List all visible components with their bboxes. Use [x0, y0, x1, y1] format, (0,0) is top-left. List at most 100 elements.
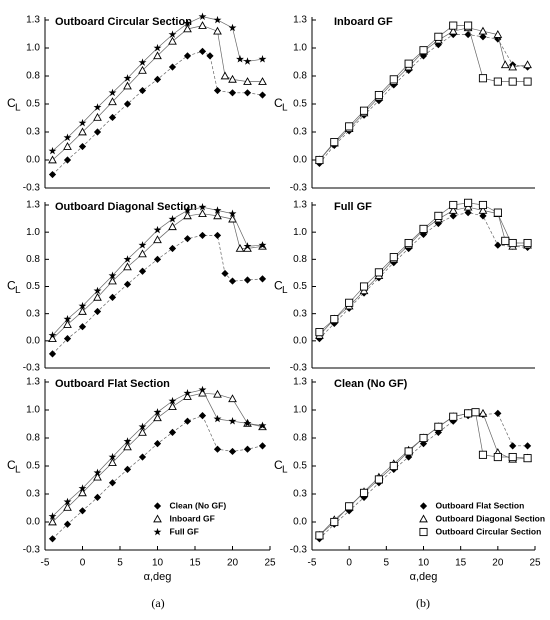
marker-triangle	[213, 26, 222, 35]
marker-square	[389, 253, 398, 262]
marker-diamond	[153, 502, 162, 510]
marker-star	[213, 15, 222, 24]
marker-star	[138, 58, 147, 66]
marker-diamond	[93, 493, 102, 501]
marker-star	[228, 209, 237, 218]
marker-star	[183, 206, 192, 214]
marker-diamond	[434, 219, 442, 228]
y-tick-label: 0.8	[26, 433, 40, 444]
marker-triangle	[220, 71, 230, 80]
marker-diamond	[375, 97, 383, 105]
y-tick-label: 1.3	[293, 15, 307, 26]
marker-triangle	[500, 60, 510, 69]
y-axis-label-sub: L	[15, 103, 21, 114]
marker-diamond	[138, 453, 147, 461]
y-axis-label-sub: L	[282, 465, 288, 476]
y-tick-label: 0.5	[26, 99, 40, 110]
series-line	[52, 235, 263, 355]
marker-triangle	[78, 127, 87, 136]
marker-star	[93, 103, 102, 111]
marker-triangle	[243, 77, 252, 85]
y-tick-label: 0.0	[26, 335, 40, 346]
marker-square	[434, 422, 443, 431]
marker-diamond	[183, 235, 192, 243]
marker-star	[258, 55, 267, 63]
marker-triangle	[93, 112, 102, 121]
marker-star	[63, 314, 72, 323]
marker-star	[93, 286, 102, 295]
marker-square	[345, 298, 354, 307]
marker-star	[243, 57, 252, 65]
y-tick-label: 0.0	[293, 517, 307, 528]
marker-diamond	[63, 156, 72, 164]
series-line	[319, 25, 528, 161]
marker-star	[108, 88, 117, 97]
marker-square	[508, 77, 517, 86]
marker-triangle	[138, 249, 147, 258]
marker-diamond	[258, 275, 267, 283]
marker-triangle	[108, 458, 117, 466]
legend-label: Outboard Diagonal Section	[436, 513, 546, 523]
marker-triangle	[168, 402, 177, 410]
legend-label: Outboard Circular Section	[436, 526, 542, 536]
marker-diamond	[198, 47, 207, 55]
marker-square	[508, 452, 517, 462]
y-tick-label: 1.0	[293, 405, 307, 416]
y-tick-label: 0.3	[293, 127, 307, 138]
marker-star	[48, 146, 57, 155]
y-tick-label: 0.5	[293, 99, 307, 110]
marker-square	[330, 517, 339, 527]
x-tick-label: -5	[41, 558, 50, 569]
marker-diamond	[213, 231, 222, 240]
marker-star	[198, 385, 207, 394]
marker-star	[48, 512, 57, 520]
marker-triangle	[108, 97, 117, 106]
y-tick-label: -0.3	[290, 363, 308, 374]
marker-diamond	[228, 277, 237, 285]
marker-diamond	[494, 241, 502, 249]
x-tick-label: 5	[384, 558, 390, 569]
y-axis-label: C	[7, 279, 16, 293]
marker-square	[359, 488, 369, 497]
marker-diamond	[93, 128, 102, 136]
y-axis-label-sub: L	[15, 285, 21, 296]
y-tick-label: 1.3	[26, 200, 40, 211]
y-tick-label: 1.0	[293, 227, 307, 238]
marker-square	[389, 75, 398, 84]
chart-title: Outboard Circular Section	[55, 16, 192, 28]
marker-diamond	[138, 86, 147, 95]
marker-triangle	[478, 408, 488, 417]
y-tick-label: 1.0	[26, 43, 40, 54]
y-tick-label: 0.8	[293, 254, 307, 265]
y-tick-label: 0.8	[293, 71, 307, 82]
figure-label: (a)	[151, 596, 164, 610]
marker-square	[493, 77, 502, 86]
marker-square	[330, 315, 339, 324]
marker-triangle	[213, 211, 222, 220]
marker-square	[478, 450, 488, 459]
marker-diamond	[213, 445, 222, 453]
marker-diamond	[93, 307, 102, 316]
x-axis-label: α,deg	[144, 571, 172, 583]
x-tick-label: 25	[529, 558, 541, 569]
marker-square	[419, 224, 428, 233]
marker-triangle	[523, 60, 532, 69]
marker-triangle	[63, 142, 72, 150]
marker-triangle	[183, 24, 192, 33]
y-tick-label: -0.3	[290, 545, 308, 556]
marker-star	[123, 437, 132, 445]
marker-diamond	[138, 267, 147, 275]
marker-square	[345, 122, 354, 131]
marker-square	[404, 59, 413, 68]
marker-square	[315, 531, 324, 540]
series-line	[319, 27, 528, 161]
marker-star	[153, 43, 162, 52]
marker-triangle	[78, 488, 87, 497]
x-axis-label: α,deg	[410, 571, 438, 583]
marker-diamond	[464, 209, 472, 217]
marker-diamond	[168, 428, 177, 436]
marker-diamond	[419, 502, 428, 510]
marker-star	[63, 497, 72, 506]
y-tick-label: 0.0	[26, 517, 40, 528]
marker-diamond	[494, 409, 502, 417]
